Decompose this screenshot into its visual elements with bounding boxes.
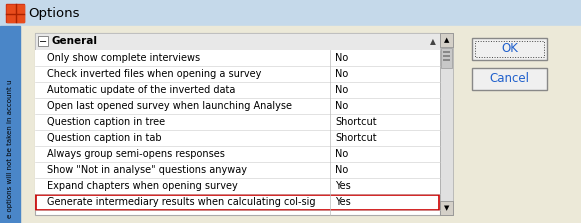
Bar [475,41,544,57]
Bar [16,14,24,22]
Bar [35,114,440,130]
Text: Shortcut: Shortcut [335,133,376,143]
Bar [443,55,450,57]
Bar [7,5,15,13]
Text: Question caption in tab: Question caption in tab [47,133,162,143]
Bar [35,98,440,114]
Bar [38,36,48,46]
Text: Cancel: Cancel [490,72,529,85]
Text: Expand chapters when opening survey: Expand chapters when opening survey [47,181,238,191]
Bar [35,146,440,162]
Text: Always group semi-opens responses: Always group semi-opens responses [47,149,225,159]
Bar [35,50,440,66]
Text: −: − [39,37,47,47]
Text: General: General [52,37,98,47]
Bar [35,33,440,50]
Text: ▲: ▲ [444,37,449,43]
Bar [36,195,439,210]
Bar [443,59,450,61]
Text: No: No [335,101,348,111]
Bar [16,5,24,13]
Text: Show "Not in analyse" questions anyway: Show "Not in analyse" questions anyway [47,165,247,175]
Text: No: No [335,165,348,175]
Text: e options will not be taken in account u: e options will not be taken in account u [7,80,13,218]
Text: ▼: ▼ [444,205,449,211]
Text: Open last opened survey when launching Analyse: Open last opened survey when launching A… [47,101,292,111]
Bar [440,33,453,47]
Bar [440,33,453,215]
Text: Automatic update of the inverted data: Automatic update of the inverted data [47,85,235,95]
Bar [7,14,15,22]
Text: Generate intermediary results when calculating col-sig: Generate intermediary results when calcu… [47,197,315,207]
Bar [443,51,450,53]
Bar [6,4,24,22]
Bar [35,33,440,215]
Text: Question caption in tree: Question caption in tree [47,117,165,127]
Bar [472,38,547,60]
Text: OK: OK [501,43,518,56]
Bar [35,82,440,98]
Text: Options: Options [28,6,80,19]
Bar [0,0,581,26]
Text: No: No [335,149,348,159]
Bar [441,48,452,68]
Text: No: No [335,53,348,63]
Text: Only show complete interviews: Only show complete interviews [47,53,200,63]
Text: ▲: ▲ [430,37,436,46]
Bar [440,201,453,215]
Text: No: No [335,69,348,79]
Bar [35,66,440,82]
Text: No: No [335,85,348,95]
Text: Yes: Yes [335,197,351,207]
Text: Shortcut: Shortcut [335,117,376,127]
Bar [0,26,581,223]
Bar [472,68,547,90]
Bar [35,162,440,178]
Bar [0,26,20,223]
Bar [35,130,440,146]
Text: Yes: Yes [335,181,351,191]
Bar [35,178,440,194]
Text: Check inverted files when opening a survey: Check inverted files when opening a surv… [47,69,261,79]
